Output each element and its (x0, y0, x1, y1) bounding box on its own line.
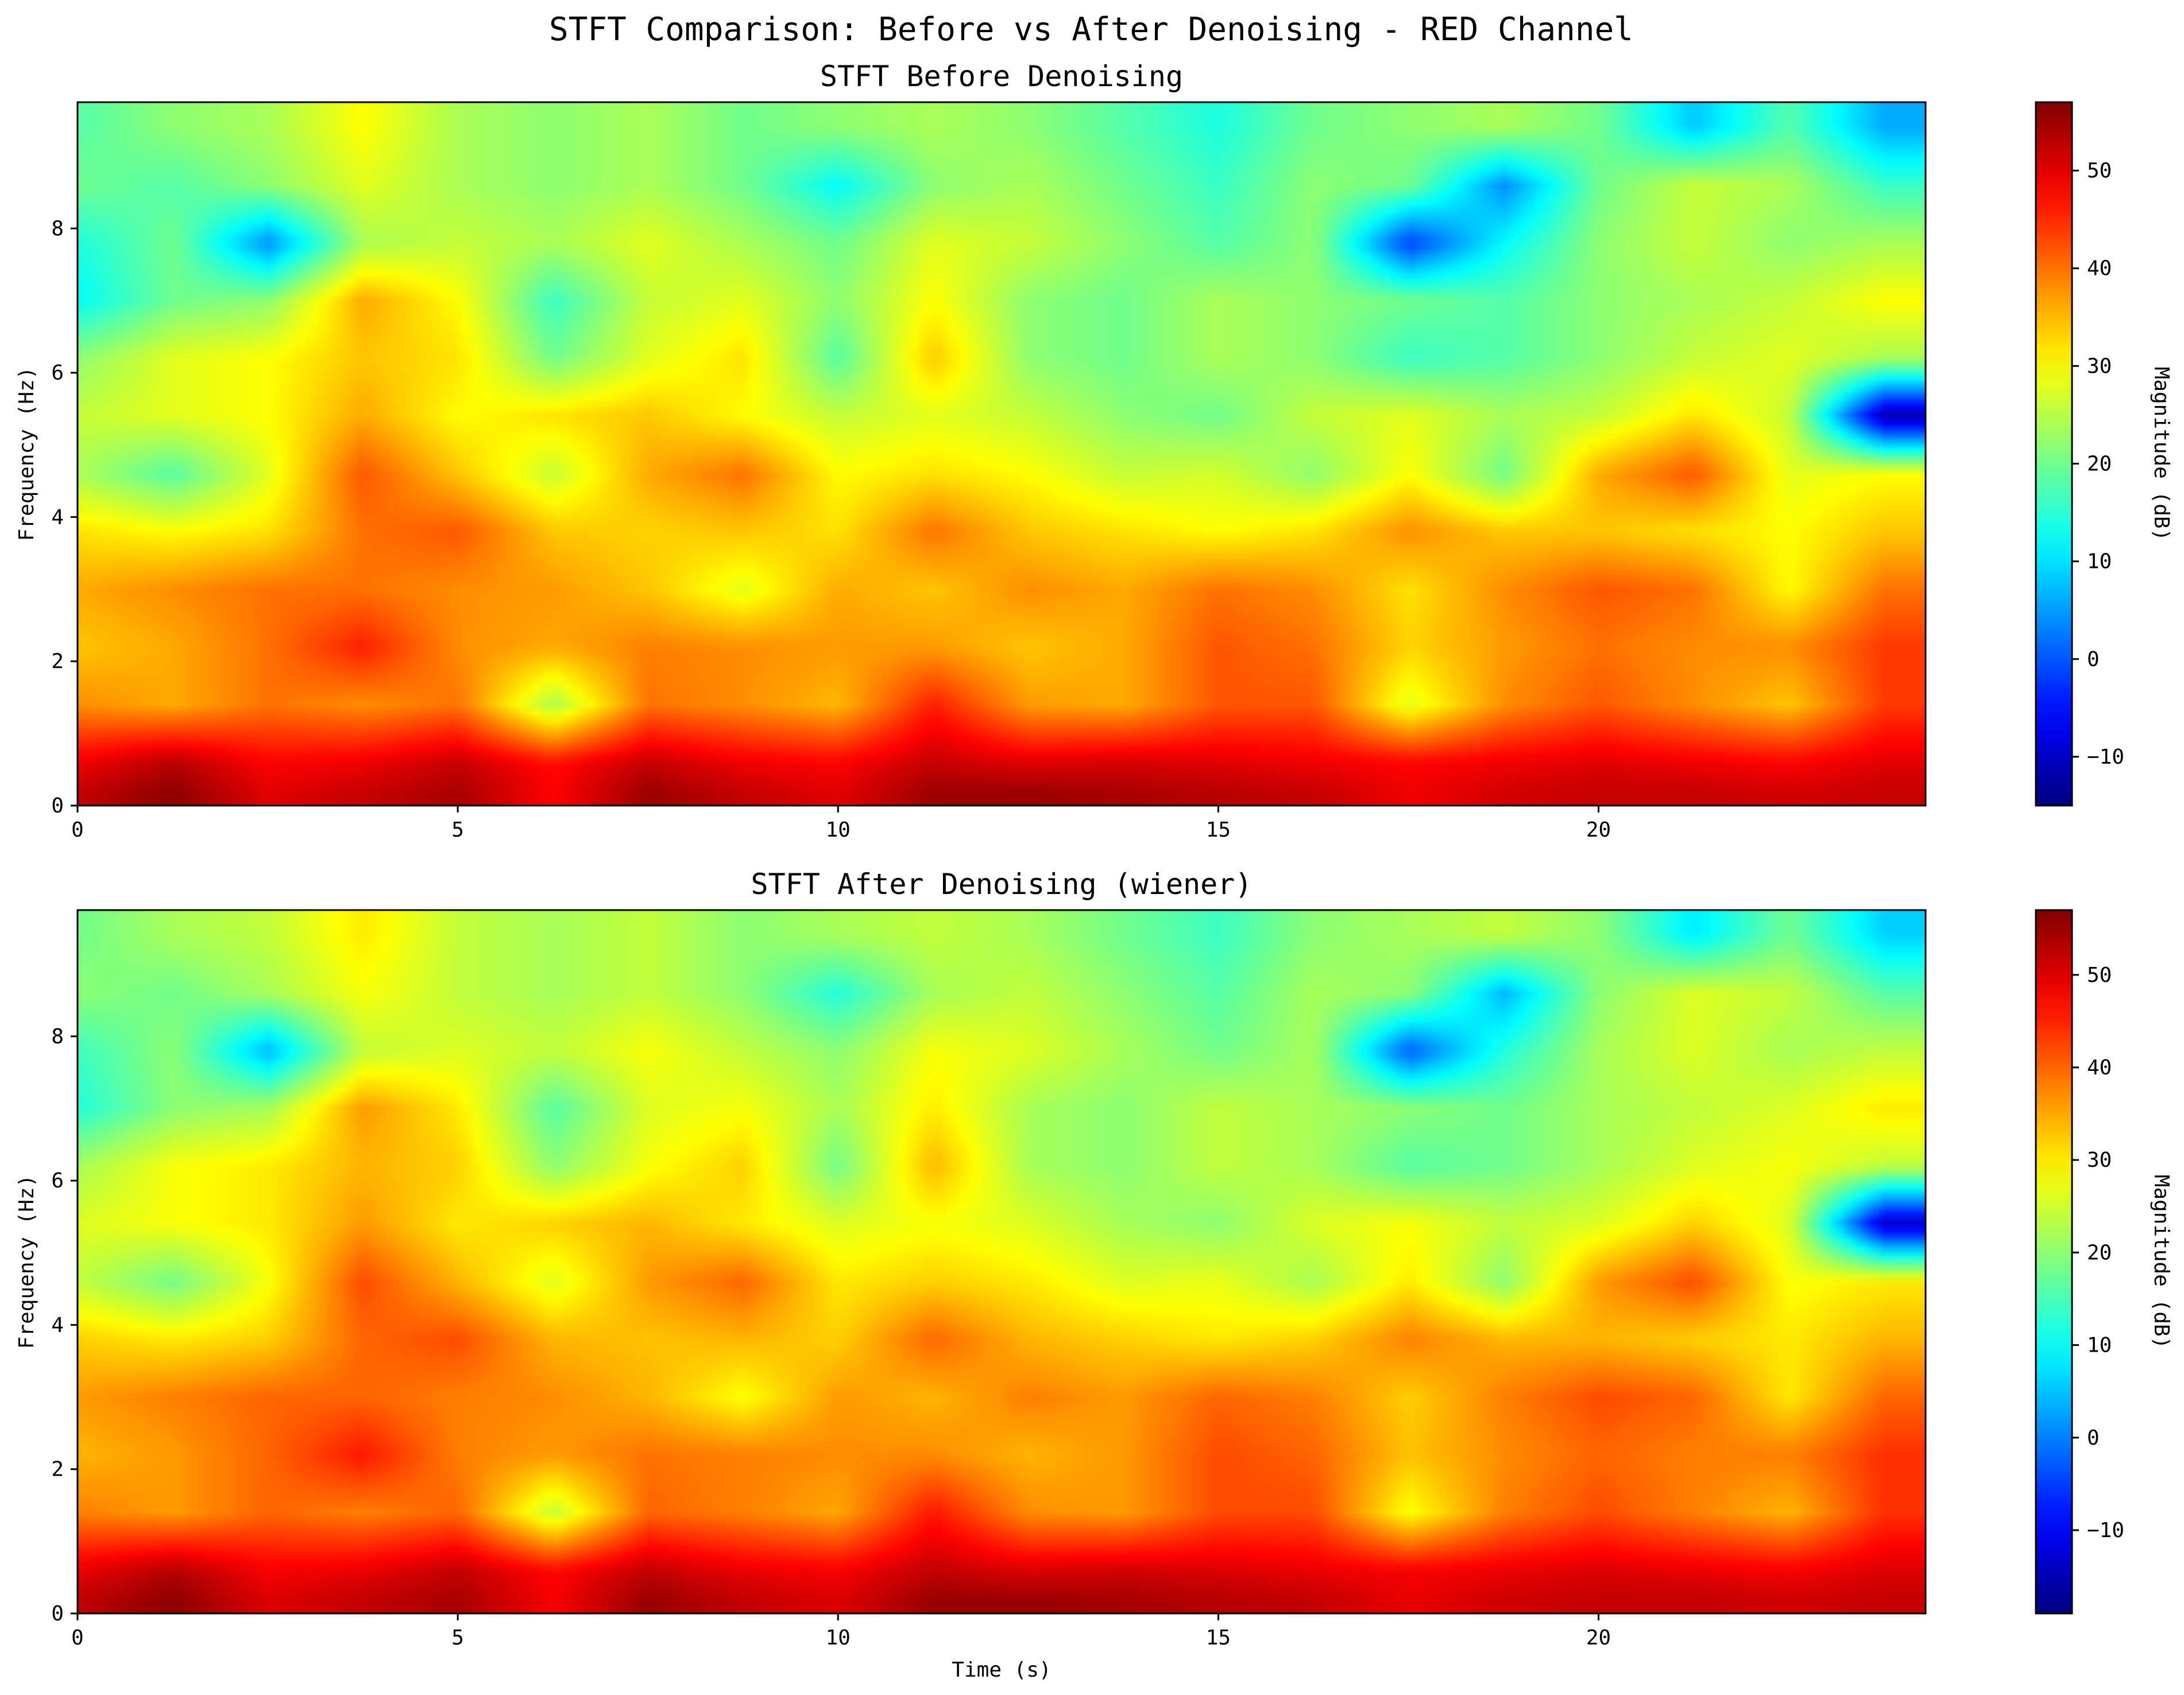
colorbar-tick-label: 20 (2087, 452, 2112, 476)
colorbar-label: Magnitude (dB) (2150, 367, 2173, 541)
panel-title: STFT Before Denoising (820, 60, 1183, 93)
y-tick-label: 4 (51, 1313, 64, 1337)
x-axis-label: Time (s) (952, 1658, 1051, 1682)
colorbar-label: Magnitude (dB) (2150, 1175, 2173, 1349)
y-tick-label: 2 (51, 1458, 64, 1481)
plot-frame (76, 101, 1927, 807)
x-tick-label: 0 (71, 818, 84, 842)
figure-suptitle: STFT Comparison: Before vs After Denoisi… (549, 11, 1633, 48)
y-axis-label: Frequency (Hz) (15, 1175, 38, 1349)
colorbar-tick-label: 10 (2087, 550, 2112, 574)
colorbar-tick-label: 30 (2087, 354, 2112, 378)
colorbar-tick-label: 50 (2087, 159, 2112, 183)
x-tick-label: 10 (826, 818, 851, 842)
spectrogram-heatmap (78, 102, 1926, 806)
colorbar-tick-label: 20 (2087, 1241, 2112, 1264)
x-tick-label: 5 (451, 818, 464, 842)
x-tick-label: 15 (1206, 1626, 1231, 1650)
colorbar-tick-label: 10 (2087, 1334, 2112, 1357)
y-axis-label: Frequency (Hz) (15, 367, 38, 541)
y-tick-label: 6 (51, 361, 64, 385)
y-tick-label: 4 (51, 505, 64, 529)
x-tick-label: 15 (1206, 818, 1231, 842)
colorbar-tick-label: 0 (2087, 648, 2100, 671)
y-tick-label: 2 (51, 650, 64, 674)
colorbar-tick-label: 40 (2087, 1056, 2112, 1079)
colorbar-tick-label: 40 (2087, 257, 2112, 280)
x-tick-label: 20 (1586, 818, 1611, 842)
colorbar-tick-label: 0 (2087, 1426, 2100, 1450)
y-tick-label: 8 (51, 1025, 64, 1048)
y-tick-label: 0 (51, 1602, 64, 1626)
colorbar-tick-label: −10 (2087, 1519, 2124, 1542)
x-tick-label: 10 (826, 1626, 851, 1650)
colorbar (2035, 101, 2073, 807)
y-tick-label: 6 (51, 1169, 64, 1193)
x-tick-label: 5 (451, 1626, 464, 1650)
x-tick-label: 20 (1586, 1626, 1611, 1650)
plot-frame (76, 909, 1927, 1615)
colorbar-tick-label: 30 (2087, 1148, 2112, 1172)
colorbar (2035, 909, 2073, 1615)
y-tick-label: 8 (51, 217, 64, 241)
panel-title: STFT After Denoising (wiener) (751, 868, 1253, 901)
x-tick-label: 0 (71, 1626, 84, 1650)
colorbar-tick-label: −10 (2087, 745, 2124, 769)
panel-after-denoising: STFT After Denoising (wiener) 0 5 10 15 20 0 2 4… (15, 868, 2173, 1682)
colorbar-tick-label: 50 (2087, 963, 2112, 987)
panel-before-denoising: STFT Before Denoising 0 5 10 15 20 0 2 4 6 8 Freque… (15, 60, 2173, 842)
y-tick-label: 0 (51, 794, 64, 818)
spectrogram-heatmap (78, 910, 1926, 1613)
